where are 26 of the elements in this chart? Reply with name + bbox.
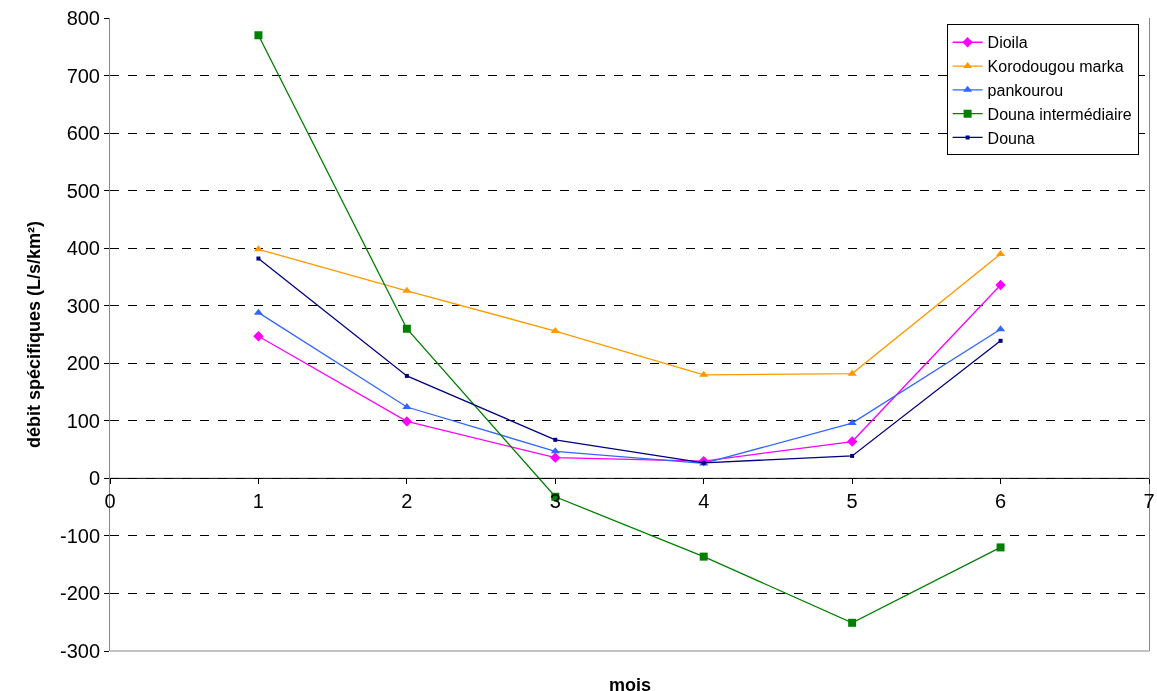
x-tick-label: 1 <box>252 490 264 513</box>
y-tick-label: 0 <box>88 467 100 490</box>
y-tick-label: -300 <box>59 640 100 662</box>
y-tick-label: 400 <box>66 237 100 260</box>
legend-label: Dioila <box>987 34 1028 52</box>
x-tick-label: 0 <box>104 490 116 513</box>
x-tick-label: 6 <box>995 490 1007 513</box>
y-tick-label: 600 <box>66 122 100 145</box>
x-tick-label: 4 <box>698 490 710 513</box>
y-tick-label: 500 <box>66 179 100 202</box>
y-tick-label: 200 <box>66 352 100 375</box>
legend-label: Douna <box>987 129 1035 147</box>
y-tick-label: 100 <box>66 409 100 432</box>
y-tick-label: 300 <box>66 294 100 317</box>
x-tick-label: 7 <box>1143 490 1155 513</box>
y-tick-label: 700 <box>66 64 100 87</box>
legend-label: pankourou <box>987 82 1064 100</box>
legend-label: Douna intermédiaire <box>987 105 1132 123</box>
y-tick-label: 800 <box>66 7 100 29</box>
legend-label: Korodougou marka <box>987 58 1124 76</box>
x-tick-label: 5 <box>846 490 858 513</box>
y-axis-title: débit spécifiques (L/s/km²) <box>24 220 45 449</box>
x-axis-title: mois <box>609 675 652 691</box>
x-tick-label: 2 <box>401 490 413 513</box>
y-tick-label: -100 <box>59 524 100 547</box>
y-tick-label: -200 <box>59 582 100 605</box>
